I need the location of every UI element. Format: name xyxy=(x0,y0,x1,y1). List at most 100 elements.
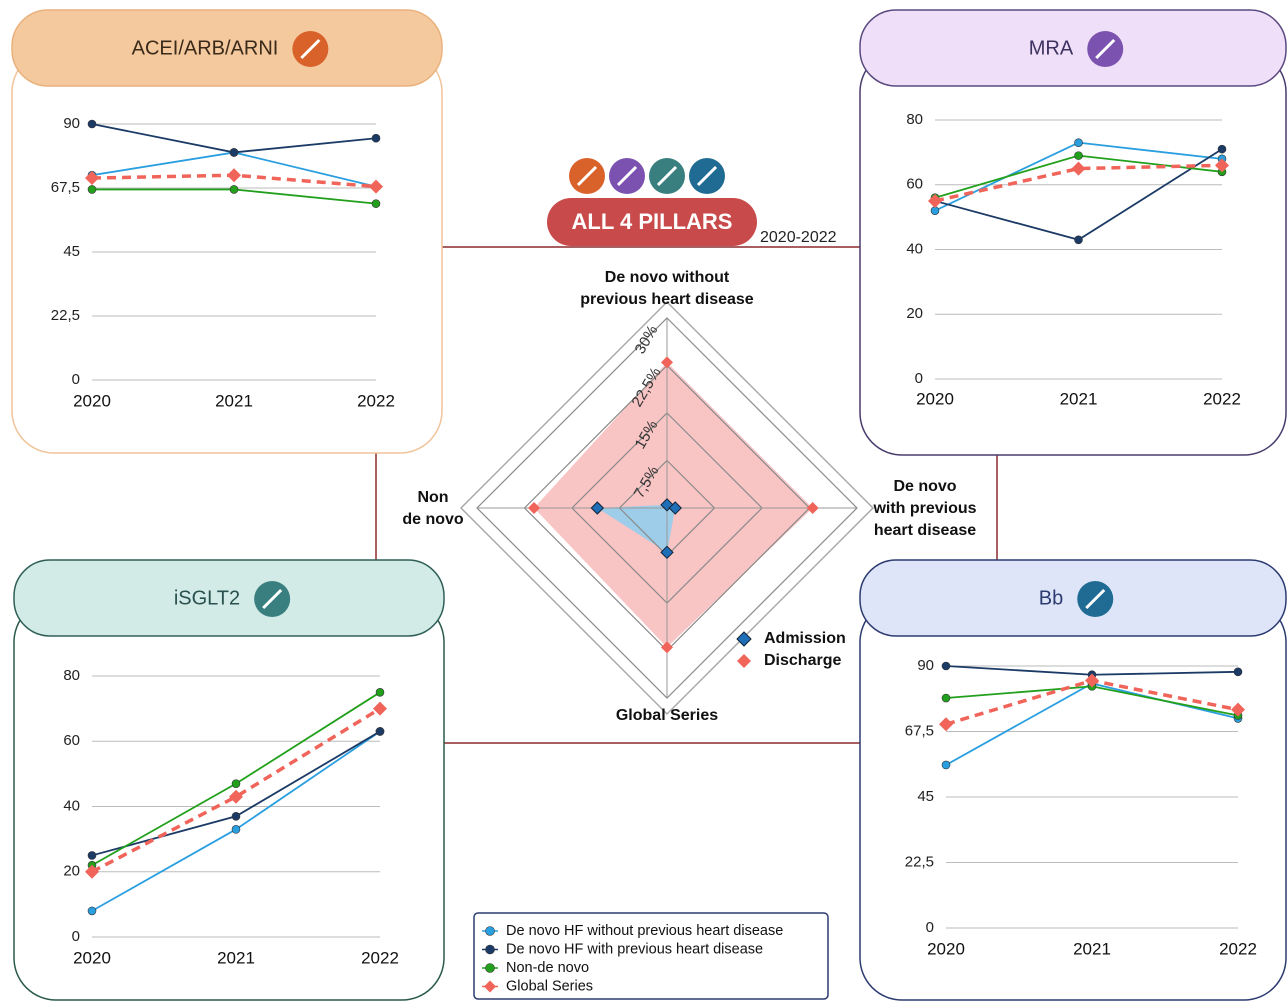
x-tick-label: 2022 xyxy=(1203,389,1241,408)
pill-icon-slash xyxy=(576,165,598,187)
radar-marker xyxy=(668,501,682,515)
title-pill xyxy=(547,198,757,246)
y-tick-label: 0 xyxy=(72,928,80,945)
radar-legend-label: Admission xyxy=(764,630,846,647)
series-marker xyxy=(85,171,99,186)
legend-marker xyxy=(485,963,495,973)
series-marker xyxy=(941,760,951,770)
series-marker xyxy=(231,825,241,834)
panel-title: ACEI/ARB/ARNI xyxy=(132,37,279,59)
pill-icon-slash xyxy=(300,38,321,60)
y-tick-label: 40 xyxy=(906,240,923,257)
radar-legend-marker xyxy=(736,631,752,647)
panel-header xyxy=(859,9,1287,87)
panel-header xyxy=(11,9,443,87)
y-tick-label: 60 xyxy=(906,176,923,193)
series-marker xyxy=(1231,702,1245,717)
series-marker xyxy=(229,789,243,804)
y-tick-label: 60 xyxy=(63,732,80,749)
legend-box xyxy=(473,912,829,1000)
y-tick-label: 0 xyxy=(915,370,923,387)
series-marker xyxy=(231,811,241,821)
series-marker xyxy=(1233,667,1243,677)
x-tick-label: 2020 xyxy=(73,391,111,410)
series-marker xyxy=(1074,138,1083,147)
legend-marker xyxy=(484,980,496,993)
series-marker xyxy=(229,185,239,194)
y-tick-label: 67,5 xyxy=(51,179,80,196)
series-line xyxy=(934,163,1223,203)
pill-icon-slash xyxy=(616,165,638,187)
pill-icon-slash xyxy=(656,165,678,187)
legend-label: De novo HF with previous heart disease xyxy=(506,941,763,957)
y-tick-label: 22,5 xyxy=(51,307,80,324)
pill-icon-slash xyxy=(1095,38,1116,60)
series-marker xyxy=(1074,235,1083,245)
radar-marker xyxy=(528,502,540,514)
series-marker xyxy=(227,168,241,183)
series-marker xyxy=(369,179,383,194)
pill-icon-slash xyxy=(696,165,718,187)
series-marker xyxy=(939,717,953,732)
legend-marker xyxy=(485,944,495,955)
panel-title: MRA xyxy=(1029,37,1074,59)
radar-axis-label: De novo with previous heart disease xyxy=(873,478,977,539)
radar-marker xyxy=(661,641,673,654)
series-marker xyxy=(373,701,387,716)
radar-legend-marker xyxy=(737,654,751,668)
series-marker xyxy=(1071,161,1086,176)
series-marker xyxy=(87,906,97,916)
y-tick-label: 90 xyxy=(63,115,80,132)
legend-label: Global Series xyxy=(506,978,593,994)
radar-marker xyxy=(806,502,819,514)
legend-label: Non-de novo xyxy=(506,960,589,976)
series-marker xyxy=(87,119,97,129)
y-tick-label: 90 xyxy=(917,657,934,674)
series-marker xyxy=(231,779,241,788)
panel-header xyxy=(859,559,1287,637)
y-tick-label: 0 xyxy=(926,919,934,936)
y-tick-label: 0 xyxy=(72,371,80,388)
series-marker xyxy=(87,185,97,194)
radar-axis-label: De novo without previous heart disease xyxy=(580,269,754,308)
x-tick-label: 2021 xyxy=(215,391,253,410)
y-tick-label: 22,5 xyxy=(905,853,934,870)
series-marker xyxy=(229,148,239,157)
y-tick-label: 80 xyxy=(906,111,923,128)
y-tick-label: 80 xyxy=(63,667,80,684)
series-marker xyxy=(371,133,381,143)
x-tick-label: 2022 xyxy=(357,391,395,410)
legend-label: De novo HF without previous heart diseas… xyxy=(506,923,783,939)
x-tick-label: 2021 xyxy=(1060,389,1098,408)
series-marker xyxy=(87,851,97,860)
period-label: 2020-2022 xyxy=(760,229,837,246)
main-title: ALL 4 PILLARS xyxy=(572,209,733,234)
x-tick-label: 2021 xyxy=(1073,939,1111,958)
series-marker xyxy=(1215,158,1229,173)
y-tick-label: 20 xyxy=(906,305,923,322)
radar-axis-label: Non de novo xyxy=(402,489,464,528)
panel-title: iSGLT2 xyxy=(174,587,240,609)
x-tick-label: 2020 xyxy=(916,389,954,408)
x-tick-label: 2020 xyxy=(73,948,111,967)
radar-marker xyxy=(661,356,673,369)
radar-marker xyxy=(590,501,605,515)
x-tick-label: 2020 xyxy=(927,939,965,958)
panel-title: Bb xyxy=(1039,587,1063,609)
radar-area xyxy=(597,504,676,553)
series-marker xyxy=(1085,673,1099,688)
series-marker xyxy=(375,727,385,736)
series-marker xyxy=(375,688,385,697)
pill-icon-slash xyxy=(262,588,283,610)
y-tick-label: 67,5 xyxy=(905,722,934,739)
y-tick-label: 20 xyxy=(63,863,80,880)
radar-legend-label: Discharge xyxy=(764,652,841,669)
series-marker xyxy=(941,661,951,671)
radar-axis-label: Global Series xyxy=(615,707,719,724)
y-tick-label: 45 xyxy=(917,788,934,805)
legend-marker xyxy=(485,926,495,936)
series-marker xyxy=(941,693,951,703)
x-tick-label: 2022 xyxy=(361,948,399,967)
